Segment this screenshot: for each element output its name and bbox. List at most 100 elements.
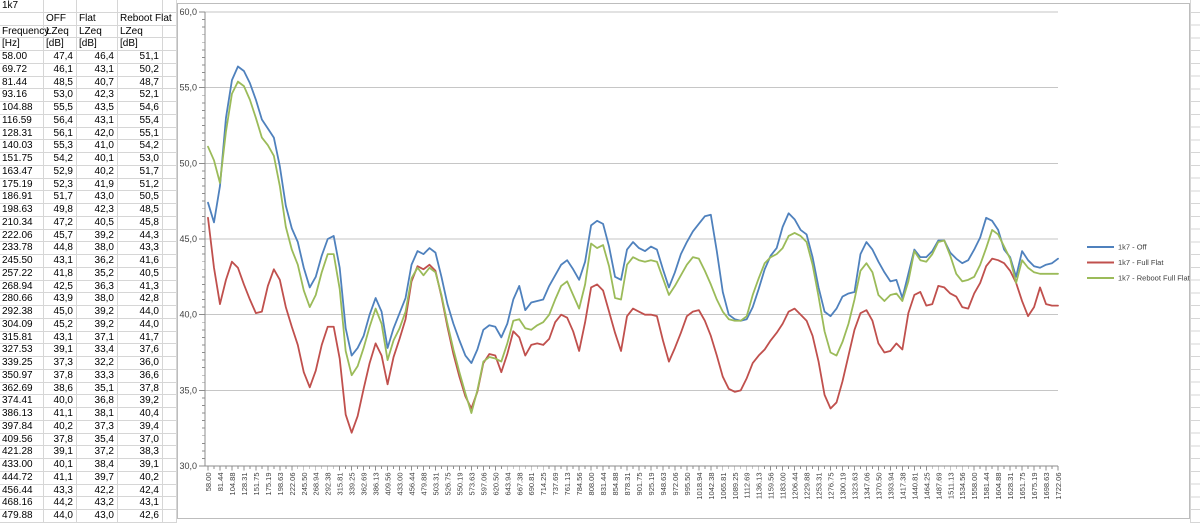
frequency-cell[interactable]: 304.09 xyxy=(0,318,44,332)
value-cell[interactable]: 40,0 xyxy=(44,395,77,408)
empty-cell[interactable] xyxy=(163,280,177,294)
empty-cell[interactable] xyxy=(163,38,177,51)
empty-cell[interactable] xyxy=(163,497,177,510)
value-cell[interactable]: 52,3 xyxy=(44,178,77,192)
value-cell[interactable]: [dB] xyxy=(77,38,118,51)
value-cell[interactable]: 37,1 xyxy=(77,331,118,345)
value-cell[interactable]: 50,2 xyxy=(118,63,163,77)
value-cell[interactable]: 43,0 xyxy=(77,191,118,204)
value-cell[interactable]: 41,0 xyxy=(77,140,118,153)
chart[interactable]: 30,0 35,0 40,0 45,0 50,0 55,0 60,0 58.00 81.44 10… xyxy=(177,3,1191,519)
frequency-cell[interactable]: 280.66 xyxy=(0,293,44,306)
value-cell[interactable]: 37,8 xyxy=(44,369,77,383)
value-cell[interactable]: 40,5 xyxy=(118,267,163,281)
frequency-cell[interactable]: 210.34 xyxy=(0,216,44,230)
value-cell[interactable]: 39,2 xyxy=(77,306,118,319)
empty-cell[interactable] xyxy=(163,471,177,485)
value-cell[interactable]: 42,2 xyxy=(77,484,118,498)
empty-cell[interactable] xyxy=(163,216,177,230)
frequency-cell[interactable]: 268.94 xyxy=(0,280,44,294)
value-cell[interactable]: 41,8 xyxy=(44,267,77,281)
value-cell[interactable]: 56,1 xyxy=(44,127,77,141)
series-line-1k7-reboot-full-flat[interactable] xyxy=(207,80,1059,414)
value-cell[interactable]: 37,0 xyxy=(118,433,163,447)
value-cell[interactable]: 44,8 xyxy=(44,242,77,255)
value-cell[interactable]: 37,6 xyxy=(118,344,163,357)
value-cell[interactable]: 36,0 xyxy=(118,357,163,370)
value-cell[interactable]: 42,3 xyxy=(77,89,118,102)
empty-cell[interactable] xyxy=(163,0,177,13)
value-cell[interactable]: 38,0 xyxy=(77,293,118,306)
value-cell[interactable]: 54,2 xyxy=(44,153,77,166)
value-cell[interactable]: 40,2 xyxy=(77,165,118,179)
value-cell[interactable]: 43,2 xyxy=(77,497,118,510)
value-cell[interactable]: 42,3 xyxy=(77,204,118,217)
value-cell[interactable]: 45,0 xyxy=(44,306,77,319)
value-cell[interactable]: [dB] xyxy=(118,38,163,51)
value-cell[interactable]: 55,5 xyxy=(44,102,77,115)
empty-cell[interactable] xyxy=(163,114,177,128)
value-cell[interactable]: 42,4 xyxy=(118,484,163,498)
frequency-cell[interactable]: 397.84 xyxy=(0,420,44,434)
value-cell[interactable]: 43,5 xyxy=(77,102,118,115)
value-cell[interactable]: 43,1 xyxy=(118,497,163,510)
value-cell[interactable]: 45,8 xyxy=(118,216,163,230)
value-cell[interactable]: 39,2 xyxy=(77,318,118,332)
value-cell[interactable] xyxy=(118,0,163,13)
value-cell[interactable]: 36,8 xyxy=(77,395,118,408)
empty-cell[interactable] xyxy=(163,318,177,332)
empty-cell[interactable] xyxy=(163,484,177,498)
value-cell[interactable]: [dB] xyxy=(44,38,77,51)
frequency-cell[interactable]: 374.41 xyxy=(0,395,44,408)
frequency-cell[interactable]: 233.78 xyxy=(0,242,44,255)
value-cell[interactable]: 48,5 xyxy=(44,76,77,90)
empty-cell[interactable] xyxy=(163,510,177,523)
value-cell[interactable]: 45,2 xyxy=(44,318,77,332)
empty-cell[interactable] xyxy=(163,229,177,243)
empty-cell[interactable] xyxy=(163,459,177,472)
legend-entry[interactable]: 1k7 - Reboot Full Flat xyxy=(1087,274,1191,283)
empty-cell[interactable] xyxy=(163,255,177,268)
value-cell[interactable]: 35,1 xyxy=(77,382,118,396)
value-cell[interactable]: 37,3 xyxy=(44,357,77,370)
value-cell[interactable]: Reboot Flat xyxy=(118,12,172,26)
value-cell[interactable]: 51,7 xyxy=(44,191,77,204)
frequency-cell[interactable]: 198.63 xyxy=(0,204,44,217)
value-cell[interactable]: 42,6 xyxy=(118,510,163,523)
value-cell[interactable]: 51,1 xyxy=(118,51,163,64)
frequency-cell[interactable]: 386.13 xyxy=(0,408,44,421)
empty-cell[interactable] xyxy=(163,102,177,115)
value-cell[interactable]: 41,3 xyxy=(118,280,163,294)
legend-entry[interactable]: 1k7 - Off xyxy=(1087,243,1148,252)
empty-cell[interactable] xyxy=(163,306,177,319)
value-cell[interactable]: 52,9 xyxy=(44,165,77,179)
value-cell[interactable]: 42,8 xyxy=(118,293,163,306)
value-cell[interactable]: 55,4 xyxy=(118,114,163,128)
value-cell[interactable] xyxy=(77,0,118,13)
value-cell[interactable]: 38,0 xyxy=(77,242,118,255)
legend-entry[interactable]: 1k7 - Full Flat xyxy=(1087,258,1164,267)
value-cell[interactable]: 44,2 xyxy=(44,497,77,510)
value-cell[interactable]: 44,0 xyxy=(118,306,163,319)
empty-cell[interactable] xyxy=(163,63,177,77)
value-cell[interactable]: Flat xyxy=(77,12,118,26)
empty-cell[interactable] xyxy=(163,153,177,166)
empty-cell[interactable] xyxy=(163,357,177,370)
value-cell[interactable]: 41,9 xyxy=(77,178,118,192)
frequency-cell[interactable]: 140.03 xyxy=(0,140,44,153)
empty-cell[interactable] xyxy=(163,140,177,153)
value-cell[interactable]: 35,4 xyxy=(77,433,118,447)
empty-cell[interactable] xyxy=(163,191,177,204)
frequency-cell[interactable]: 315.81 xyxy=(0,331,44,345)
value-cell[interactable]: 41,6 xyxy=(118,255,163,268)
empty-cell[interactable] xyxy=(163,127,177,141)
value-cell[interactable]: 50,5 xyxy=(118,191,163,204)
series-line-1k7-full-flat[interactable] xyxy=(207,216,1059,434)
value-cell[interactable]: 39,4 xyxy=(118,420,163,434)
value-cell[interactable]: 43,3 xyxy=(118,242,163,255)
frequency-cell[interactable]: Frequency xyxy=(0,25,50,39)
value-cell[interactable]: OFF xyxy=(44,12,77,26)
frequency-cell[interactable]: 81.44 xyxy=(0,76,44,90)
value-cell[interactable]: 36,2 xyxy=(77,255,118,268)
value-cell[interactable]: 47,4 xyxy=(44,51,77,64)
